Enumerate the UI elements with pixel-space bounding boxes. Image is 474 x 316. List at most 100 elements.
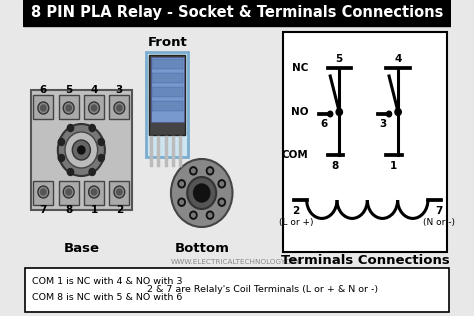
Bar xyxy=(109,95,129,119)
Text: 2: 2 xyxy=(116,205,123,215)
Bar xyxy=(59,181,79,205)
Text: 1: 1 xyxy=(91,205,98,215)
Circle shape xyxy=(117,189,122,195)
Bar xyxy=(152,73,182,83)
Circle shape xyxy=(58,124,105,176)
Circle shape xyxy=(114,186,125,198)
Circle shape xyxy=(206,211,214,219)
Bar xyxy=(84,95,104,119)
Circle shape xyxy=(218,180,226,188)
Circle shape xyxy=(206,167,214,175)
Text: 8: 8 xyxy=(331,161,338,171)
Circle shape xyxy=(63,186,74,198)
Circle shape xyxy=(89,102,100,114)
Circle shape xyxy=(67,125,73,131)
Circle shape xyxy=(89,186,100,198)
Text: 2 & 7 are Relaly's Coil Terminals (L or + & N or -): 2 & 7 are Relaly's Coil Terminals (L or … xyxy=(147,284,378,294)
Text: Bottom: Bottom xyxy=(174,241,229,254)
Text: 7: 7 xyxy=(435,206,443,216)
Circle shape xyxy=(328,111,333,117)
Bar xyxy=(25,268,449,312)
Circle shape xyxy=(191,213,195,217)
Circle shape xyxy=(190,211,197,219)
Circle shape xyxy=(180,182,183,186)
Text: 3: 3 xyxy=(116,85,123,95)
Text: 8: 8 xyxy=(65,205,73,215)
Circle shape xyxy=(41,105,46,111)
Bar xyxy=(152,87,182,97)
Bar xyxy=(151,57,183,122)
Circle shape xyxy=(218,198,226,206)
Circle shape xyxy=(190,167,197,175)
Text: COM 1 is NC with 4 & NO with 3: COM 1 is NC with 4 & NO with 3 xyxy=(32,277,182,287)
Circle shape xyxy=(89,168,95,175)
Circle shape xyxy=(395,108,401,116)
Text: 6: 6 xyxy=(40,85,47,95)
Circle shape xyxy=(98,138,104,145)
Circle shape xyxy=(89,125,95,131)
Circle shape xyxy=(208,169,212,173)
Circle shape xyxy=(386,111,392,117)
Circle shape xyxy=(66,189,72,195)
Circle shape xyxy=(58,138,64,145)
Circle shape xyxy=(191,169,195,173)
Circle shape xyxy=(193,184,210,202)
Text: 6: 6 xyxy=(320,119,328,129)
Circle shape xyxy=(78,146,85,154)
Text: 1: 1 xyxy=(390,161,397,171)
Text: Terminals Connections: Terminals Connections xyxy=(281,253,449,266)
Text: COM 8 is NC with 5 & NO with 6: COM 8 is NC with 5 & NO with 6 xyxy=(32,293,182,301)
Circle shape xyxy=(63,102,74,114)
Circle shape xyxy=(38,186,49,198)
Circle shape xyxy=(220,200,224,204)
Bar xyxy=(84,181,104,205)
Text: (N or -): (N or -) xyxy=(423,217,455,227)
Bar xyxy=(146,52,188,157)
Circle shape xyxy=(73,140,91,160)
Circle shape xyxy=(66,105,72,111)
Text: 8 PIN PLA Relay - Socket & Terminals Connections: 8 PIN PLA Relay - Socket & Terminals Con… xyxy=(31,5,443,21)
Circle shape xyxy=(91,105,97,111)
Bar xyxy=(283,32,447,252)
Bar xyxy=(33,95,53,119)
Circle shape xyxy=(336,108,342,116)
Bar xyxy=(152,101,182,111)
Circle shape xyxy=(178,180,185,188)
Text: Front: Front xyxy=(147,35,187,48)
Text: WWW.ELECTRICALTECHNOLOGY.ORG: WWW.ELECTRICALTECHNOLOGY.ORG xyxy=(171,259,303,265)
Text: 4: 4 xyxy=(91,85,98,95)
Text: 5: 5 xyxy=(336,54,343,64)
Bar xyxy=(31,90,132,210)
Bar xyxy=(22,0,452,26)
Circle shape xyxy=(91,189,97,195)
Circle shape xyxy=(65,132,98,168)
Circle shape xyxy=(114,102,125,114)
Circle shape xyxy=(220,182,224,186)
Bar xyxy=(33,181,53,205)
Text: Base: Base xyxy=(64,241,100,254)
Text: (L or +): (L or +) xyxy=(279,217,313,227)
Text: 4: 4 xyxy=(394,54,402,64)
Text: 7: 7 xyxy=(40,205,47,215)
Bar xyxy=(149,55,185,135)
Text: 2: 2 xyxy=(292,206,300,216)
Circle shape xyxy=(208,213,212,217)
Circle shape xyxy=(38,102,49,114)
Text: NC: NC xyxy=(292,63,309,73)
Circle shape xyxy=(178,198,185,206)
Text: 3: 3 xyxy=(379,119,386,129)
Circle shape xyxy=(98,155,104,161)
Circle shape xyxy=(187,177,216,209)
Circle shape xyxy=(58,155,64,161)
Circle shape xyxy=(171,159,232,227)
Circle shape xyxy=(180,200,183,204)
Circle shape xyxy=(67,168,73,175)
Text: COM: COM xyxy=(282,150,309,160)
Bar xyxy=(109,181,129,205)
Bar xyxy=(152,59,182,69)
Bar xyxy=(59,95,79,119)
Text: NO: NO xyxy=(291,107,309,117)
Circle shape xyxy=(117,105,122,111)
Text: 5: 5 xyxy=(65,85,73,95)
Circle shape xyxy=(41,189,46,195)
